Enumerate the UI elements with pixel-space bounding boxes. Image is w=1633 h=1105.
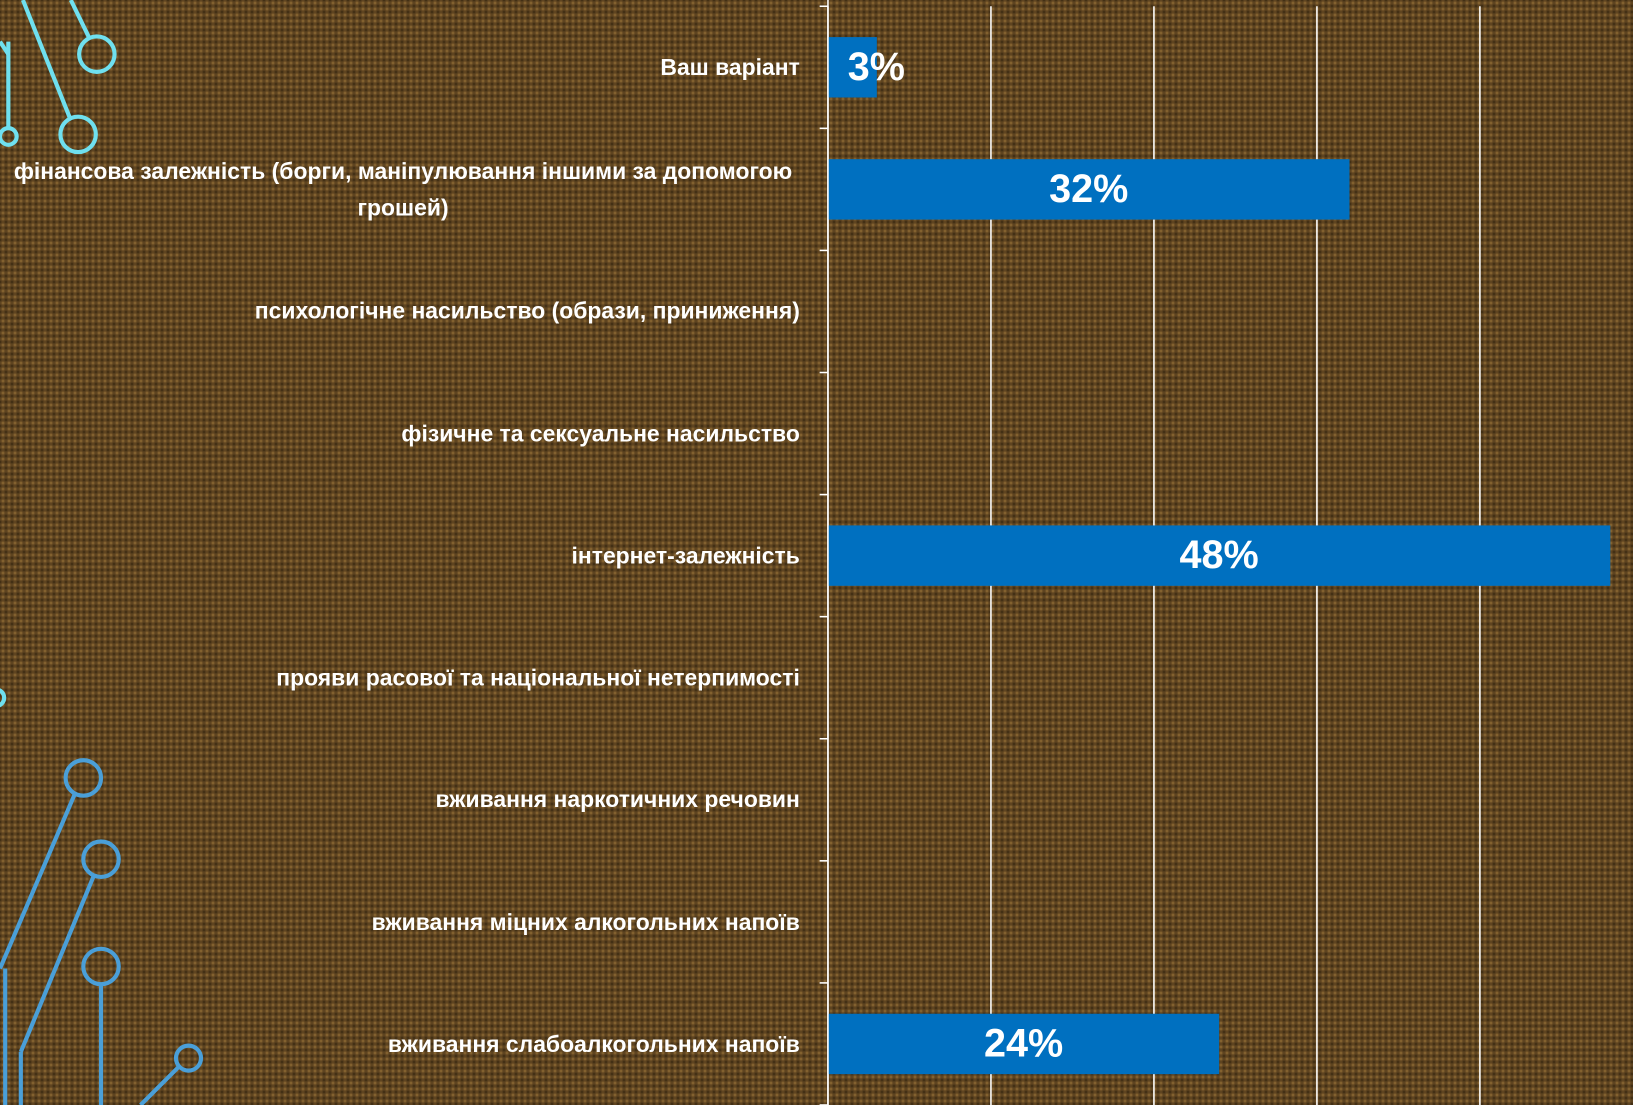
category-label-box: психологічне насильство (образи, приниже… — [0, 250, 800, 372]
category-label-wrap: фінансова залежність (борги, маніпулюван… — [0, 128, 800, 250]
category-label-box: Ваш варіант — [0, 6, 800, 128]
category-label-wrap: прояви расової та національної нетерпимо… — [0, 617, 800, 739]
data-label: 3% — [848, 45, 905, 89]
category-label-wrap: інтернет-залежність — [0, 495, 800, 617]
category-label-wrap: вживання міцних алкогольних напоїв — [0, 861, 800, 983]
category-label: Ваш варіант — [660, 49, 799, 86]
category-label-wrap: Ваш варіант — [0, 6, 800, 128]
category-label-wrap: фізичне та сексуальне насильство — [0, 372, 800, 494]
category-label-wrap: вживання наркотичних речовин — [0, 739, 800, 861]
category-label-box: прояви расової та національної нетерпимо… — [0, 617, 800, 739]
data-label: 48% — [1180, 533, 1259, 577]
category-label: прояви расової та національної нетерпимо… — [276, 659, 800, 696]
category-label: вживання наркотичних речовин — [435, 781, 799, 818]
category-label-box: вживання міцних алкогольних напоїв — [0, 861, 800, 983]
category-label-box: вживання наркотичних речовин — [0, 739, 800, 861]
category-label-box: вживання слабоалкогольних напоїв — [0, 983, 800, 1105]
category-label-box: інтернет-залежність — [0, 495, 800, 617]
category-label: вживання слабоалкогольних напоїв — [388, 1026, 800, 1063]
category-label-box: фізичне та сексуальне насильство — [0, 372, 800, 494]
category-label-wrap: вживання слабоалкогольних напоїв — [0, 983, 800, 1105]
category-label: фінансова залежність (борги, маніпулюван… — [6, 153, 800, 226]
category-label: фізичне та сексуальне насильство — [401, 415, 799, 452]
category-label: інтернет-залежність — [572, 537, 800, 574]
data-label: 32% — [1049, 167, 1128, 211]
category-label-box: фінансова залежність (борги, маніпулюван… — [0, 128, 800, 250]
category-label: вживання міцних алкогольних напоїв — [372, 904, 800, 941]
category-label-wrap: психологічне насильство (образи, приниже… — [0, 250, 800, 372]
data-label: 24% — [984, 1021, 1063, 1065]
chart: 3% 32% 48% 24% Ваш варіант фінансова залежні… — [0, 0, 1633, 1105]
category-label: психологічне насильство (образи, приниже… — [255, 293, 800, 330]
